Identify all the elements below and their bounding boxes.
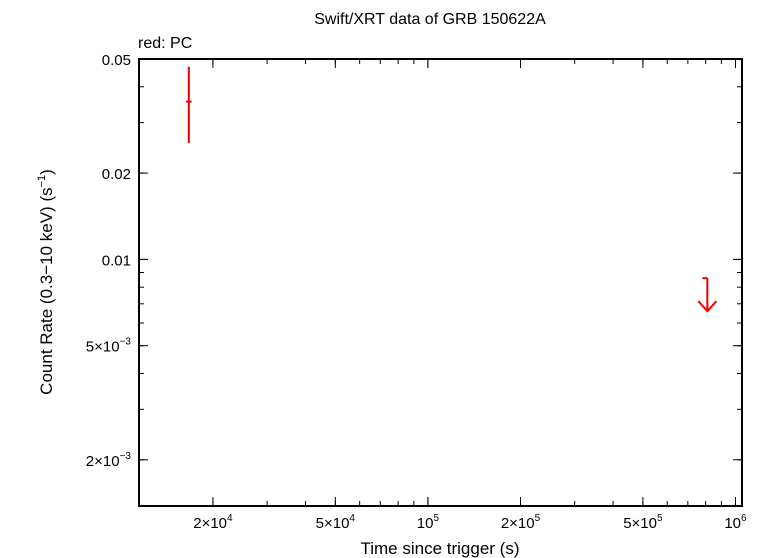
upper-limit-arrowhead [697,300,718,313]
x-axis-label: Time since trigger (s) [360,539,519,558]
minor-ticks [139,58,742,506]
x-tick-label-mantissa: 2×10 [501,515,535,532]
y-tick-label: 2×10−3 [86,451,132,470]
y-tick-label-mantissa: 2×10 [86,453,120,470]
x-tick-label-exponent: 5 [433,513,439,524]
y-axis-label-exponent: −1 [36,175,48,188]
x-tick-label: 106 [724,513,747,532]
y-tick-label: 0.01 [102,252,131,269]
x-tick-label-mantissa: 2×10 [193,515,227,532]
x-tick-label: 5×105 [623,513,663,532]
x-axis-ticks: 2×104 5×104 105 2×105 5×105 106 [193,59,747,532]
y-axis-label-main: Count Rate (0.3−10 keV) (s [37,187,56,394]
x-tick-label-mantissa: 10 [417,515,434,532]
x-tick-label-exponent: 5 [535,513,541,524]
x-tick-label: 2×104 [193,513,233,532]
y-tick-label: 5×10−3 [86,337,132,356]
x-tick-label-mantissa: 5×10 [623,515,657,532]
chart-subtitle: red: PC [138,35,192,52]
plot-frame [138,58,743,507]
x-tick-label: 2×105 [501,513,541,532]
y-tick-label: 0.05 [102,52,131,69]
y-axis-label: Count Rate (0.3−10 keV) (s−1) [36,169,56,395]
x-tick-label: 105 [417,513,440,532]
y-axis-label-close: ) [37,169,56,175]
y-tick-label-exponent: −3 [120,451,132,462]
y-axis-ticks: 0.050.020.015×10−32×10−3 [86,52,742,470]
chart-title: Swift/XRT data of GRB 150622A [314,11,546,28]
x-tick-label-exponent: 4 [349,513,355,524]
y-tick-label-mantissa: 5×10 [86,339,120,356]
y-tick-label-exponent: −3 [120,337,132,348]
x-tick-label-exponent: 6 [741,513,747,524]
x-tick-label-exponent: 5 [657,513,663,524]
y-tick-label: 0.02 [102,166,131,183]
data-layer [186,66,718,313]
x-tick-label-exponent: 4 [227,513,233,524]
x-tick-label: 5×104 [316,513,356,532]
x-tick-label-mantissa: 10 [724,515,741,532]
x-tick-label-mantissa: 5×10 [316,515,350,532]
